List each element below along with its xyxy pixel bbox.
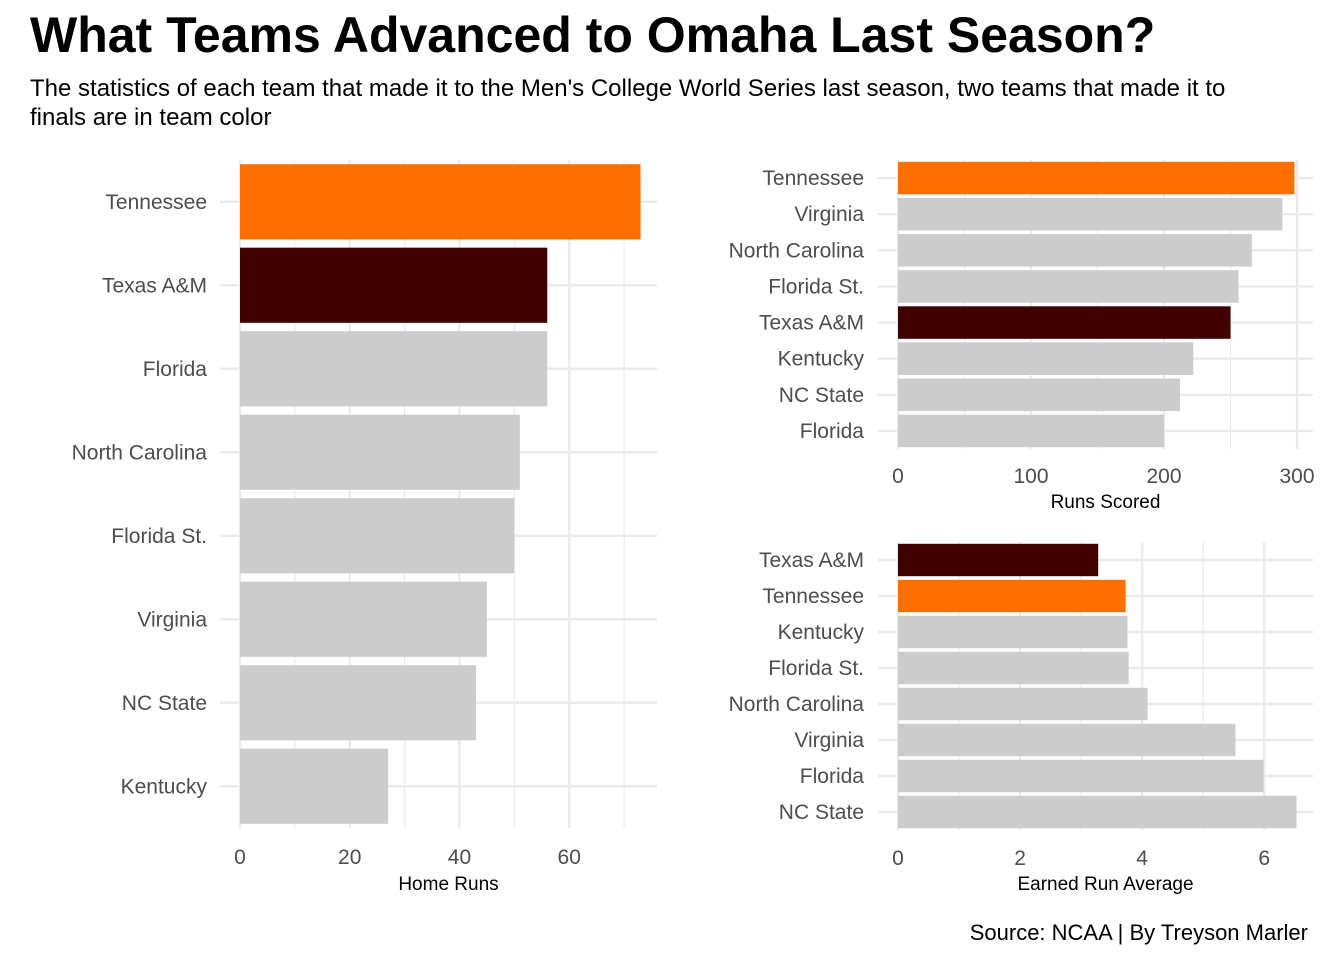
bar-virginia <box>898 723 1236 757</box>
y-tick-label: Tennessee <box>105 191 207 214</box>
y-tick-label: Texas A&M <box>759 549 864 572</box>
y-tick-label: NC State <box>122 692 207 715</box>
y-tick-label: Kentucky <box>778 348 865 371</box>
x-tick-label: 6 <box>1258 847 1270 870</box>
x-tick-label: 2 <box>1014 847 1026 870</box>
y-tick-label: Tennessee <box>762 585 864 608</box>
source-caption: Source: NCAA | By Treyson Marler <box>969 920 1308 945</box>
y-tick-label: NC State <box>779 801 864 824</box>
bar-kentucky <box>898 342 1194 375</box>
bar-north-carolina <box>898 234 1252 267</box>
bar-virginia <box>898 197 1283 231</box>
chart-subtitle: The statistics of each team that made it… <box>30 75 1226 131</box>
chart-title: What Teams Advanced to Omaha Last Season… <box>30 7 1156 63</box>
y-tick-label: Virginia <box>794 203 864 226</box>
bar-nc-state <box>898 795 1297 829</box>
bar-virginia <box>240 581 487 657</box>
bar-florida-st- <box>240 498 515 574</box>
x-tick-label: 20 <box>338 846 361 869</box>
y-tick-label: Kentucky <box>121 775 208 798</box>
bar-florida <box>240 331 548 407</box>
y-tick-label: Texas A&M <box>102 274 207 297</box>
bar-north-carolina <box>240 414 520 490</box>
x-axis-title: Runs Scored <box>1051 492 1161 513</box>
y-tick-label: North Carolina <box>72 441 208 464</box>
bar-tennessee <box>240 164 641 240</box>
bar-tennessee <box>898 161 1295 195</box>
x-tick-label: 200 <box>1147 465 1182 488</box>
y-tick-label: Texas A&M <box>759 312 864 335</box>
y-tick-label: NC State <box>779 384 864 407</box>
y-tick-label: Florida <box>800 765 865 788</box>
bar-florida-st- <box>898 270 1239 303</box>
bar-north-carolina <box>898 687 1148 721</box>
bar-texas-a-m <box>240 247 548 323</box>
bar-kentucky <box>240 748 389 824</box>
panel-earned-run-average: 0 2 4 6 Texas A&M Tennessee Kentucky Florida St… <box>729 542 1313 895</box>
y-tick-label: Virginia <box>794 729 864 752</box>
x-tick-label: 0 <box>892 465 904 488</box>
x-tick-label: 4 <box>1136 847 1148 870</box>
x-axis-title: Home Runs <box>398 874 498 895</box>
y-tick-label: North Carolina <box>729 239 865 262</box>
panel-runs-scored: 0 100 200 300 Tennessee Virginia North Carolin… <box>729 160 1315 513</box>
y-tick-label: Tennessee <box>762 167 864 190</box>
bar-florida-st- <box>898 651 1129 685</box>
y-tick-label: Florida St. <box>768 275 864 298</box>
x-tick-label: 300 <box>1280 465 1315 488</box>
bar-florida <box>898 414 1165 448</box>
x-tick-label: 0 <box>234 846 246 869</box>
bar-florida <box>898 759 1264 793</box>
bar-kentucky <box>898 615 1128 649</box>
bar-texas-a-m <box>898 543 1099 577</box>
bar-texas-a-m <box>898 306 1231 339</box>
y-tick-label: Florida <box>143 358 208 381</box>
y-tick-label: Virginia <box>137 608 207 631</box>
bar-tennessee <box>898 579 1126 613</box>
y-tick-label: Florida St. <box>768 657 864 680</box>
bar-nc-state <box>240 665 476 741</box>
x-tick-label: 60 <box>558 846 581 869</box>
x-tick-label: 100 <box>1013 465 1048 488</box>
x-tick-label: 40 <box>448 846 471 869</box>
y-tick-label: Florida <box>800 420 865 443</box>
x-axis-title: Earned Run Average <box>1017 874 1193 895</box>
y-tick-label: Florida St. <box>111 525 207 548</box>
x-tick-label: 0 <box>892 847 904 870</box>
y-tick-label: North Carolina <box>729 693 865 716</box>
y-tick-label: Kentucky <box>778 621 865 644</box>
panel-home-runs: 0 20 40 60 Tennessee Texas A&M Florida North Ca… <box>72 160 657 895</box>
bar-nc-state <box>898 378 1180 412</box>
